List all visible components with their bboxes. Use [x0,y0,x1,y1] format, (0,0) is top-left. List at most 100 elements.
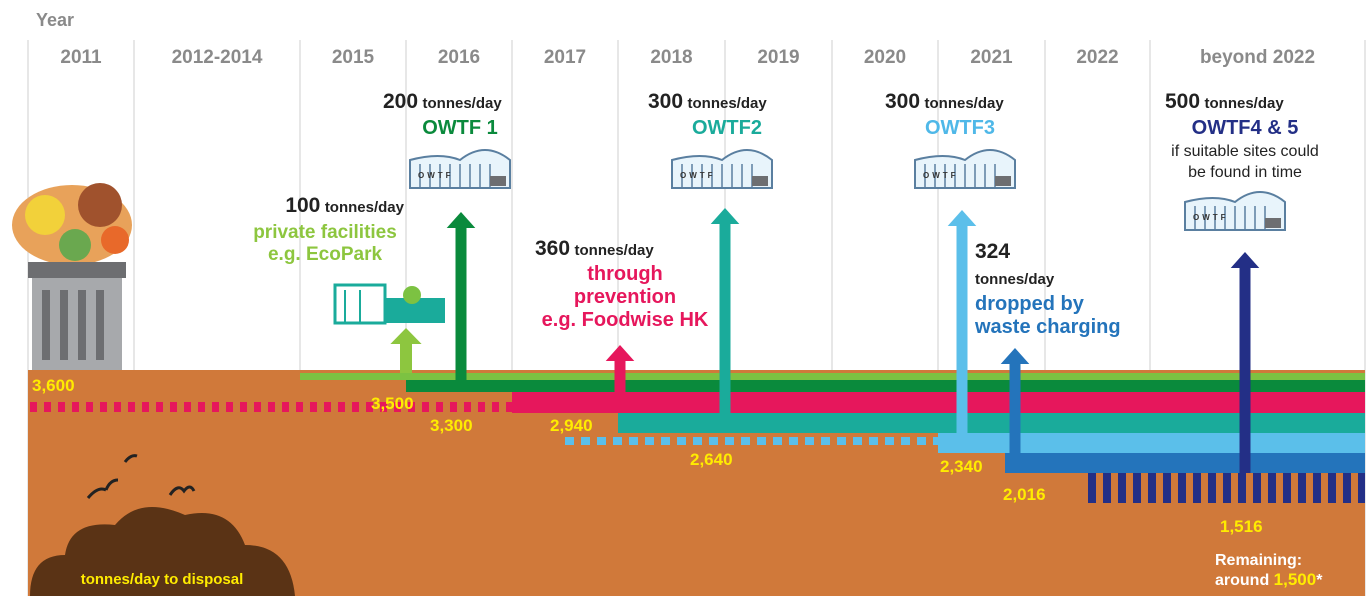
dash [170,402,177,412]
dash [613,437,622,445]
door [752,176,768,186]
dash [1193,473,1201,503]
dash [1283,473,1291,503]
milestone-line: OWTF3 [925,117,995,139]
dash [198,402,205,412]
dash [422,402,429,412]
dash [1133,473,1141,503]
dash [597,437,606,445]
milestone-amount: 500 tonnes/day [1165,90,1284,113]
dash [352,402,359,412]
amount: 300 [885,90,920,113]
level-label: 2,640 [690,450,733,469]
unit: tonnes/day [975,271,1055,288]
milestone-amount: 100 tonnes/day [285,194,404,217]
dash [1238,473,1246,503]
door [995,176,1011,186]
unit: tonnes/day [688,95,768,112]
dash [296,402,303,412]
dash [58,402,65,412]
dash [30,402,37,412]
dash [1313,473,1321,503]
milestone-line: e.g. Foodwise HK [542,309,709,331]
dash [1103,473,1111,503]
layer-prevention [512,392,1365,413]
dash [789,437,798,445]
level-label: 2,016 [1003,485,1046,504]
amount: 360 [535,237,570,260]
milestone-line: prevention [574,286,676,308]
dash [741,437,750,445]
year-label: 2016 [438,47,480,68]
milestone-line: through [587,263,663,285]
dash [44,402,51,412]
dash [1148,473,1156,503]
dash [282,402,289,412]
arrow-shaft [1010,362,1021,453]
dash [565,437,574,445]
remaining-prefix: around [1215,572,1269,589]
dash [821,437,830,445]
icon-label: OWTF [680,171,716,180]
level-label: 2,340 [940,457,983,476]
dash [240,402,247,412]
dash [869,437,878,445]
amount: 200 [383,90,418,113]
arrow-head [711,208,740,224]
milestone-line: dropped by [975,293,1085,315]
door [490,176,506,186]
dash [1208,473,1216,503]
dash [661,437,670,445]
unit: tonnes/day [575,242,655,259]
dash [1253,473,1261,503]
dash [1343,473,1351,503]
dash [1118,473,1126,503]
owtf-icon: OWTF [672,150,772,188]
milestone-amount: 300 tonnes/day [648,90,767,113]
year-label: 2018 [650,47,692,68]
milestone-line: OWTF2 [692,117,762,139]
dash [885,437,894,445]
ecopark-icon [335,285,445,323]
level-label: 3,600 [32,376,75,395]
unit: tonnes/day [1205,95,1285,112]
layer-charging [1005,453,1365,473]
dash [72,402,79,412]
dash [693,437,702,445]
year-label: 2021 [970,47,1013,68]
milestone-amount: 200 tonnes/day [383,90,502,113]
milestone-amount: 300 tonnes/day [885,90,1004,113]
dash [184,402,191,412]
arrow-head [390,328,421,344]
dash [917,437,926,445]
dash [100,402,107,412]
dash [478,402,485,412]
dash [805,437,814,445]
milestone-line: waste charging [974,316,1121,338]
disposal-label: tonnes/day to disposal [81,571,244,588]
amount: 100 [285,194,320,217]
icon-label: OWTF [923,171,959,180]
level-label: 3,300 [430,416,473,435]
dash [645,437,654,445]
dash [156,402,163,412]
level-label: 3,500 [371,394,414,413]
arrow-shaft [957,224,968,433]
layer-owtf2 [618,413,1365,433]
dash [142,402,149,412]
dash [1358,473,1365,503]
layer-owtf3 [938,433,1365,453]
owtf-icon: OWTF [1185,192,1285,230]
dash [1298,473,1306,503]
dash [677,437,686,445]
milestone-line: OWTF 1 [422,117,498,139]
arrow-head [1001,348,1030,364]
year-label: 2015 [332,47,375,68]
layer-owtf1 [406,380,1365,392]
dash [212,402,219,412]
dash [1088,473,1096,503]
infographic: Year 20112012-20142015201620172018201920… [0,0,1370,596]
dash [853,437,862,445]
dash [450,402,457,412]
unit: tonnes/day [325,199,405,216]
